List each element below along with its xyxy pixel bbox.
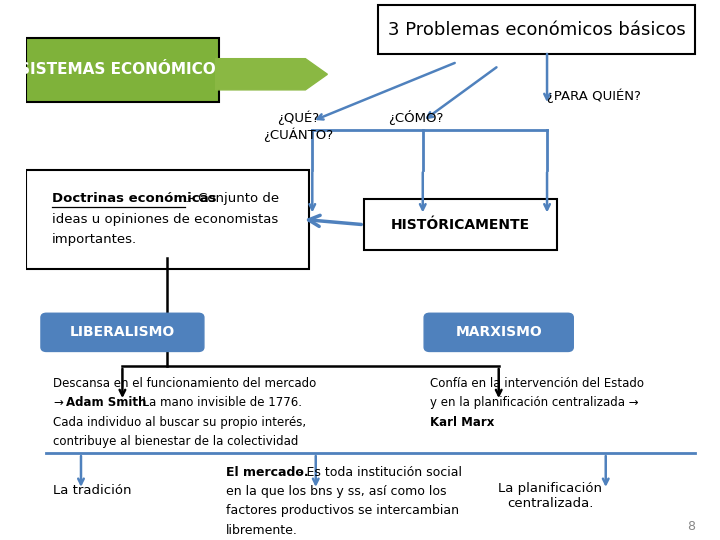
FancyBboxPatch shape [26,38,219,102]
Text: y en la planificación centralizada →: y en la planificación centralizada → [430,396,639,409]
Text: . La mano invisible de 1776.: . La mano invisible de 1776. [135,396,302,409]
FancyBboxPatch shape [424,313,573,352]
Text: Confía en la intervención del Estado: Confía en la intervención del Estado [430,377,644,390]
Text: libremente.: libremente. [226,524,298,537]
Text: HISTÓRICAMENTE: HISTÓRICAMENTE [391,218,531,232]
Text: LIBERALISMO: LIBERALISMO [70,326,175,339]
Text: Adam Smith: Adam Smith [66,396,146,409]
Text: en la que los bns y ss, así como los: en la que los bns y ss, así como los [226,485,446,498]
FancyBboxPatch shape [378,5,696,54]
Text: →: → [53,396,63,409]
Text: 3 Problemas económicos básicos: 3 Problemas económicos básicos [388,21,685,38]
Text: ideas u opiniones de economistas: ideas u opiniones de economistas [52,213,278,226]
Text: Descansa en el funcionamiento del mercado: Descansa en el funcionamiento del mercad… [53,377,317,390]
Text: 8: 8 [688,520,696,533]
FancyBboxPatch shape [364,199,557,250]
Text: La tradición: La tradición [53,484,132,497]
Text: ¿PARA QUIÉN?: ¿PARA QUIÉN? [547,89,641,103]
Text: El mercado.: El mercado. [226,465,309,478]
Text: factores productivos se intercambian: factores productivos se intercambian [226,504,459,517]
FancyBboxPatch shape [26,170,309,269]
Text: Cada individuo al buscar su propio interés,: Cada individuo al buscar su propio inter… [53,415,307,429]
Text: ¿QUÉ?
¿CUÁNTO?: ¿QUÉ? ¿CUÁNTO? [264,110,333,141]
Text: SISTEMAS ECONÓMICOS: SISTEMAS ECONÓMICOS [19,63,226,77]
Text: importantes.: importantes. [52,233,137,246]
Text: Doctrinas económicas: Doctrinas económicas [52,192,217,205]
Text: .- Conjunto de: .- Conjunto de [185,192,279,205]
Text: MARXISMO: MARXISMO [455,326,542,339]
FancyBboxPatch shape [41,313,204,352]
Text: contribuye al bienestar de la colectividad: contribuye al bienestar de la colectivid… [53,435,299,448]
Text: La planificación
centralizada.: La planificación centralizada. [498,482,603,510]
Text: ¿CÓMO?: ¿CÓMO? [388,110,444,125]
Polygon shape [215,59,328,90]
Text: Karl Marx: Karl Marx [430,415,494,429]
Text: - Es toda institución social: - Es toda institución social [299,465,462,478]
